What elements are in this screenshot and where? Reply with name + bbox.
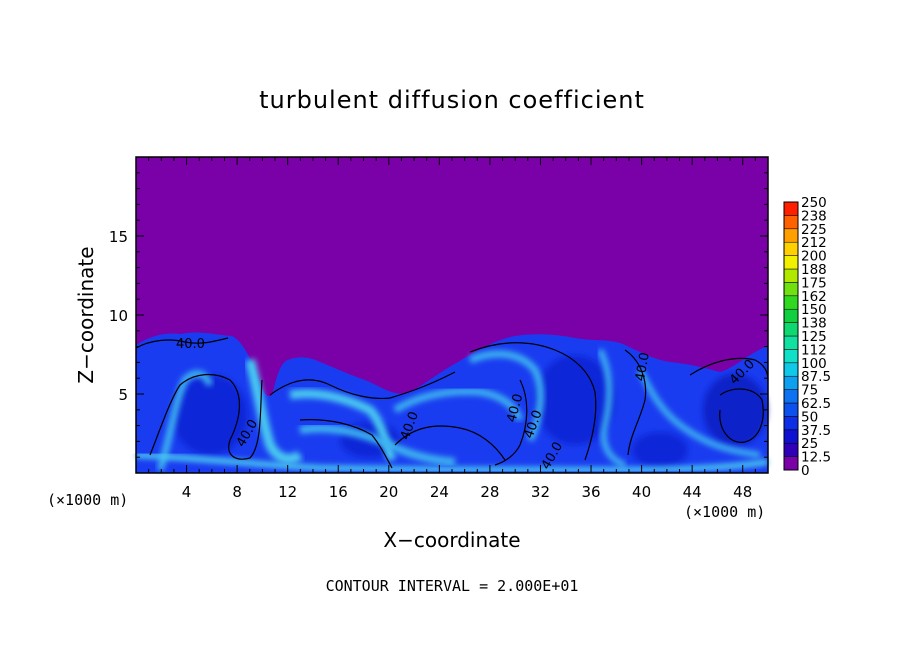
- contour-line: [149, 374, 263, 460]
- colorbar-label: 12.5: [801, 450, 831, 466]
- colorbar-swatch: [783, 416, 799, 431]
- contour-line: [624, 349, 647, 456]
- contour-label: 40.0: [176, 337, 205, 352]
- colorbar-swatch: [783, 349, 799, 364]
- colorbar-swatch: [783, 282, 799, 297]
- colorbar-label: 0: [801, 463, 810, 479]
- colorbar-label: 238: [801, 208, 827, 224]
- colorbar-swatch: [783, 456, 799, 471]
- contour-line: [299, 419, 393, 469]
- colorbar-swatch: [783, 335, 799, 350]
- streak-light: [637, 368, 761, 458]
- eddy-dark: [703, 374, 767, 446]
- colorbar-swatch: [783, 241, 799, 256]
- x-tick-label: 28: [480, 483, 499, 501]
- x-tick-label: 40: [632, 483, 651, 501]
- colorbar-label: 138: [801, 316, 827, 332]
- contour-line: [689, 357, 769, 381]
- colorbar-label: 100: [801, 356, 827, 372]
- contour-line: [394, 425, 506, 461]
- colorbar-swatch: [783, 308, 799, 323]
- chart-title: turbulent diffusion coefficient: [259, 86, 645, 114]
- x-unit-right: (×1000 m): [684, 503, 766, 521]
- eddy-dark: [172, 375, 248, 455]
- y-tick-label: 10: [109, 307, 128, 325]
- contour-label: 40.0: [633, 351, 653, 382]
- colorbar-swatch: [783, 375, 799, 390]
- turbulent-layer-field: [136, 332, 768, 473]
- colorbar-swatch: [783, 228, 799, 243]
- colorbar-label: 175: [801, 275, 827, 291]
- contour-line: [494, 379, 528, 466]
- contour-line: [469, 342, 597, 461]
- y-axis-label: Z−coordinate: [74, 246, 98, 383]
- colorbar-label: 37.5: [801, 423, 831, 439]
- colorbar-swatch: [783, 362, 799, 377]
- colorbar-label: 150: [801, 302, 827, 318]
- colorbar-swatch: [783, 442, 799, 457]
- streak-light: [393, 388, 524, 422]
- colorbar-label: 75: [801, 383, 818, 399]
- x-tick-label: 12: [278, 483, 297, 501]
- x-tick-label: 44: [683, 483, 702, 501]
- y-tick-label: 5: [118, 386, 128, 404]
- contour-line: [269, 371, 456, 400]
- colorbar-label: 250: [801, 195, 827, 211]
- colorbar-label: 112: [801, 342, 827, 358]
- x-tick-label: 36: [581, 483, 600, 501]
- x-axis: 4 8 12 16 20 24 28 32 36 40 44 48: [148, 157, 756, 501]
- streak-light: [245, 358, 303, 464]
- x-tick-label: 20: [379, 483, 398, 501]
- x-tick-label: 8: [232, 483, 242, 501]
- streak-light: [597, 348, 627, 468]
- turbulent-layer: [135, 332, 769, 474]
- colorbar-frame: [783, 201, 799, 471]
- colorbar-swatch: [783, 295, 799, 310]
- colorbar-swatch: [783, 268, 799, 283]
- x-tick-label: 48: [733, 483, 752, 501]
- contour-line: [135, 337, 229, 349]
- x-tick-label: 16: [329, 483, 348, 501]
- colorbar-swatch: [783, 201, 799, 216]
- streak-light: [135, 452, 769, 474]
- colorbar-label: 62.5: [801, 396, 831, 412]
- colorbar-swatch: [783, 402, 799, 417]
- streak-light: [468, 350, 544, 442]
- colorbar-swatch: [783, 322, 799, 337]
- x-tick-label: 4: [182, 483, 192, 501]
- colorbar-label: 125: [801, 329, 827, 345]
- contour-label: 40.0: [504, 392, 526, 424]
- colorbar-label: 87.5: [801, 369, 831, 385]
- colorbar-label: 225: [801, 222, 827, 238]
- colorbar: 012.52537.55062.57587.510011212513815016…: [783, 195, 831, 479]
- y-tick-label: 15: [109, 228, 128, 246]
- x-tick-label: 32: [531, 483, 550, 501]
- colorbar-label: 200: [801, 249, 827, 265]
- colorbar-label: 25: [801, 436, 818, 452]
- contour-interval: CONTOUR INTERVAL = 2.000E+01: [325, 577, 579, 595]
- colorbar-label: 212: [801, 235, 827, 251]
- x-tick-label: 24: [430, 483, 449, 501]
- colorbar-swatch: [783, 389, 799, 404]
- colorbar-label: 162: [801, 289, 827, 305]
- streak-light: [299, 424, 456, 466]
- streak-light: [156, 370, 214, 472]
- colorbar-swatch: [783, 429, 799, 444]
- colorbar-label: 50: [801, 409, 818, 425]
- colorbar-swatch: [783, 215, 799, 230]
- y-axis: 5 10 15: [109, 172, 768, 458]
- colorbar-swatch: [783, 255, 799, 270]
- x-axis-label: X−coordinate: [383, 528, 520, 552]
- eddy-dark: [632, 432, 688, 468]
- x-unit-left: (×1000 m): [47, 491, 129, 509]
- colorbar-label: 188: [801, 262, 827, 278]
- contour-line: [719, 388, 764, 443]
